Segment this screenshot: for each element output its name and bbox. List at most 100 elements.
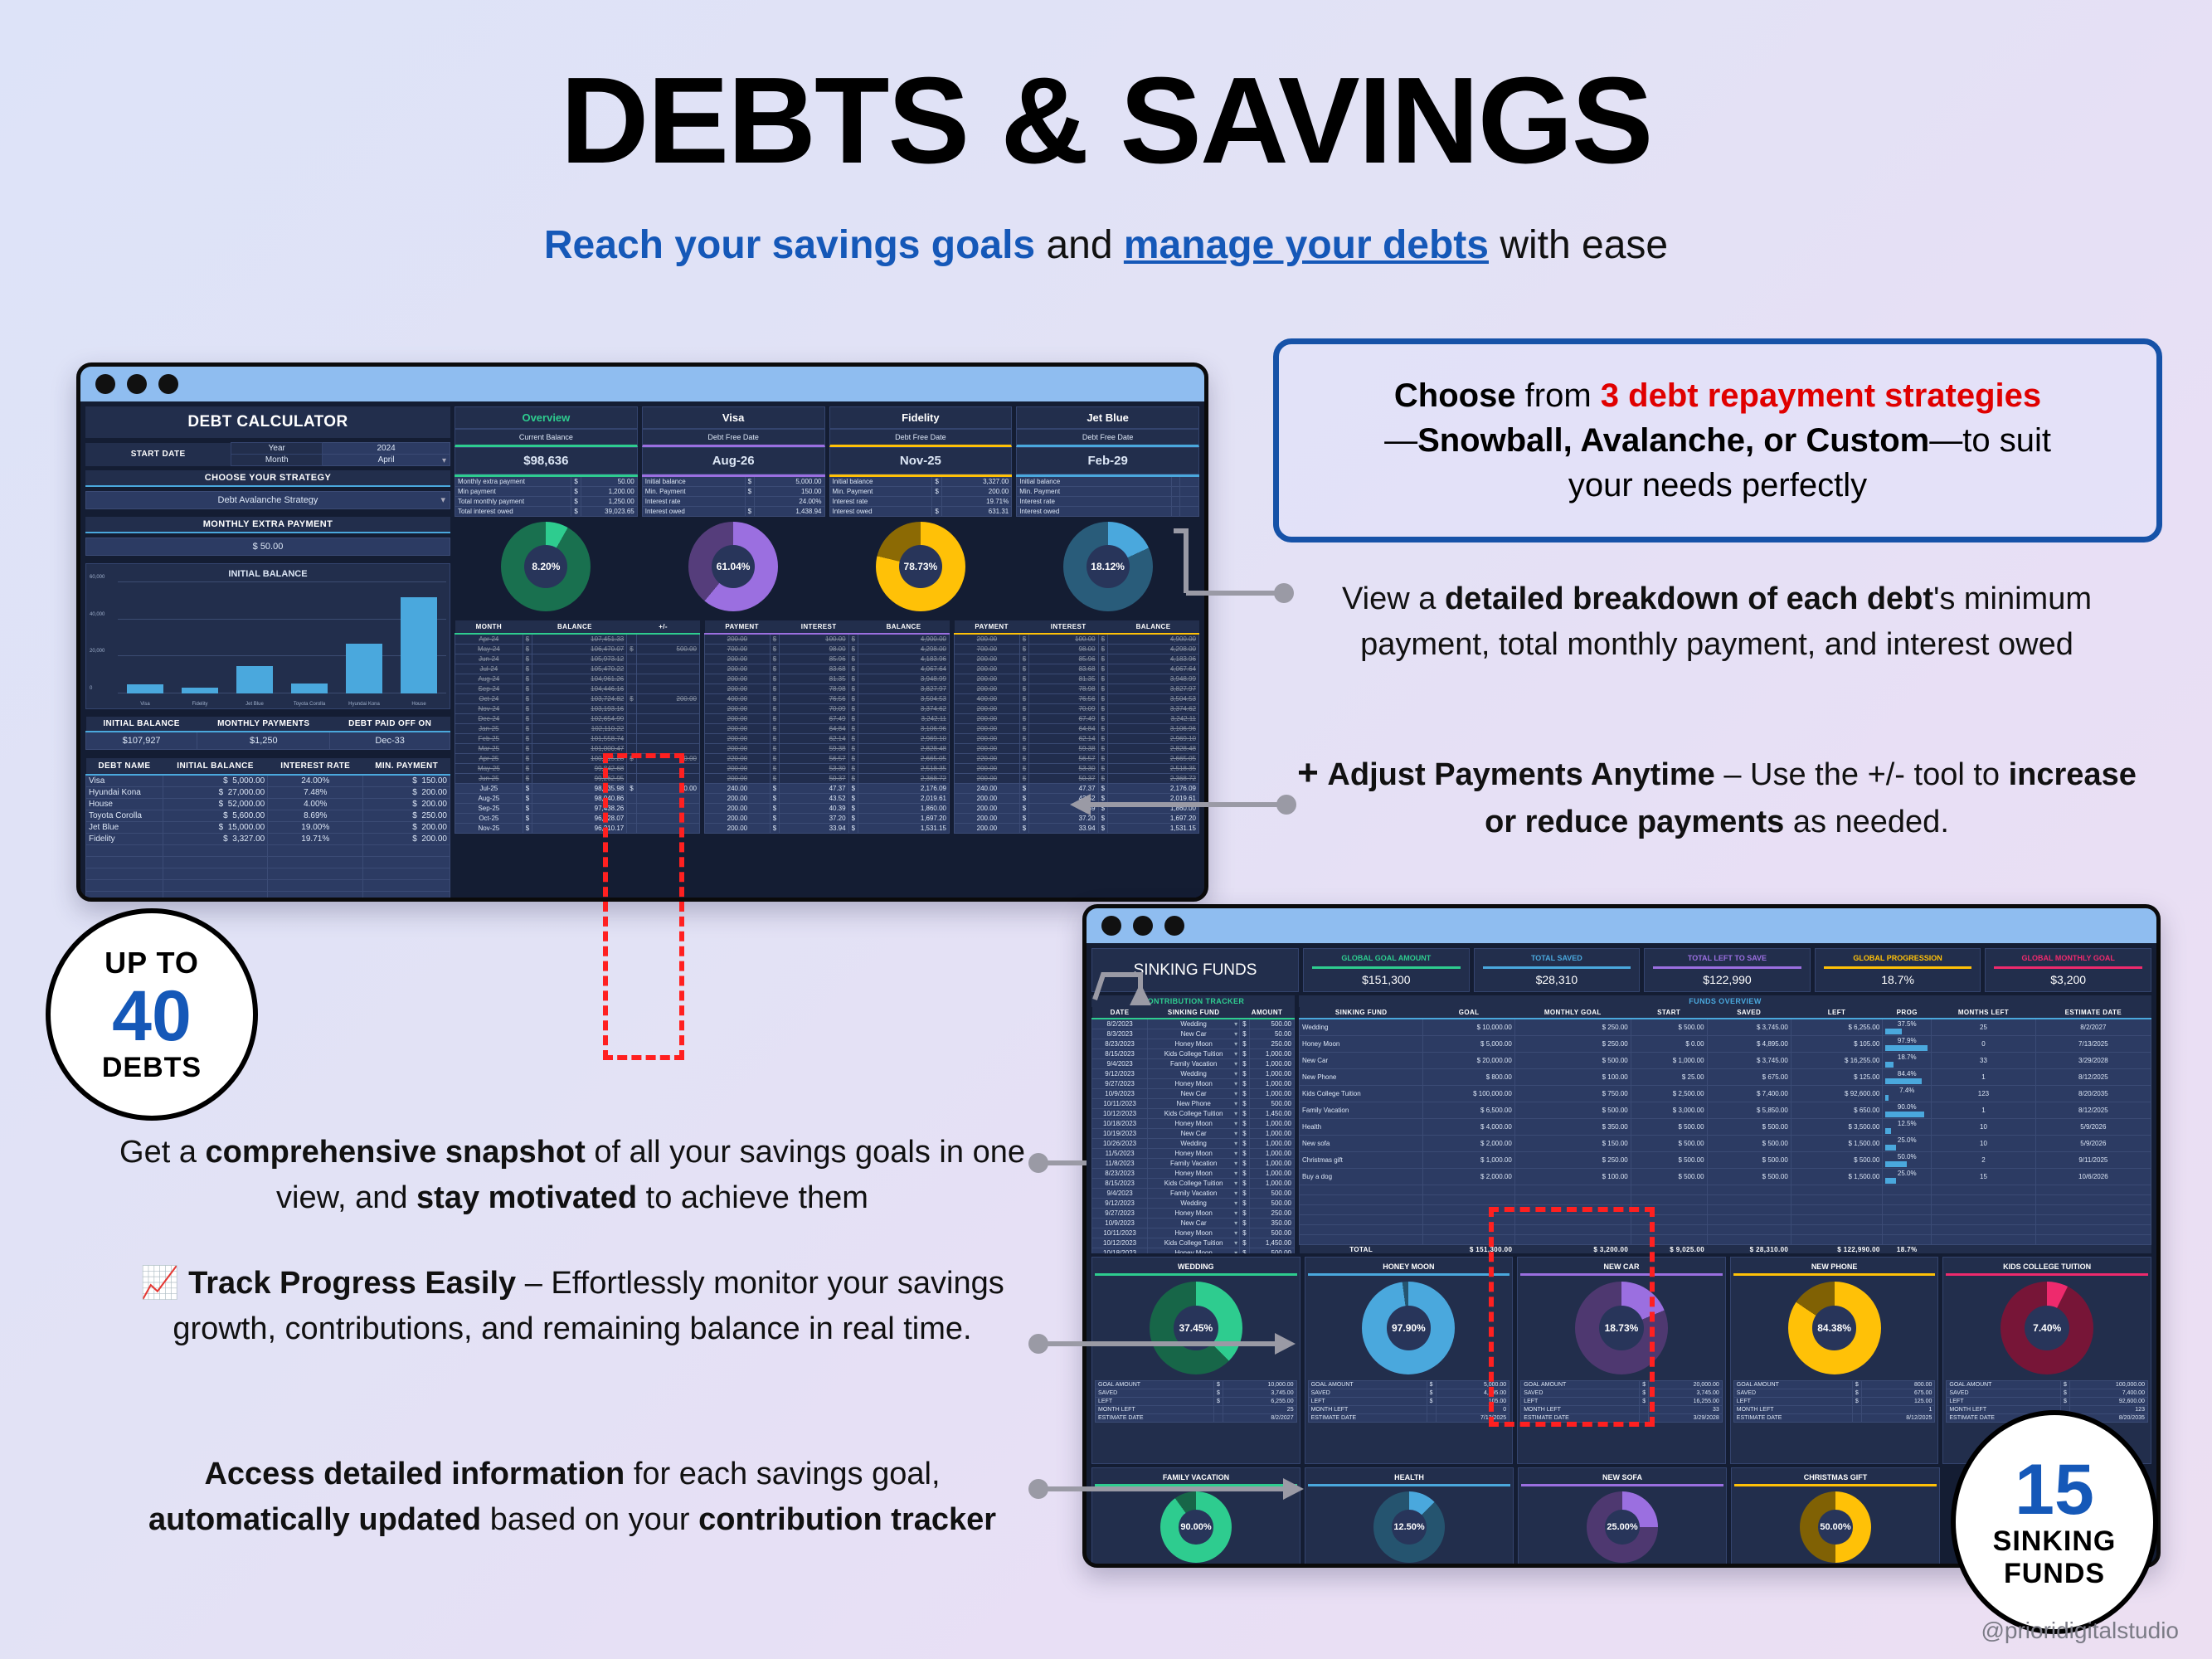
extra-payment-input[interactable]: $ 50.00	[85, 538, 450, 556]
chevron-down-icon[interactable]: ▾	[1234, 1180, 1238, 1187]
table-row[interactable]: Dec-24 $102,654.99	[455, 713, 700, 724]
chevron-down-icon[interactable]: ▾	[1234, 1249, 1238, 1253]
table-row[interactable]: 200.00 $67.49 $3,242.11	[954, 713, 1199, 724]
table-row[interactable]: 200.00 $59.38 $2,828.48	[954, 743, 1199, 754]
table-row[interactable]: New Phone $ 800.00 $ 100.00 $ 25.00 $ 675.00…	[1299, 1068, 2151, 1086]
chevron-down-icon[interactable]: ▾	[1234, 1090, 1238, 1097]
chevron-down-icon[interactable]: ▾	[1234, 1080, 1238, 1087]
tracker-fund[interactable]: New Phone ▾	[1147, 1098, 1241, 1109]
table-row[interactable]: 200.00 $37.20 $1,697.20	[954, 813, 1199, 824]
table-row[interactable]: 200.00 $43.52 $2,019.61	[704, 793, 950, 804]
table-row[interactable]: Christmas gift $ 1,000.00 $ 250.00 $ 500.00…	[1299, 1151, 2151, 1169]
table-row[interactable]: Kids College Tuition $ 100,000.00 $ 750.00…	[1299, 1085, 2151, 1102]
table-row[interactable]: 200.00 $83.68 $4,067.64	[704, 664, 950, 674]
table-row[interactable]: 200.00 $100.00 $4,900.00	[704, 633, 950, 645]
table-row[interactable]: 200.00 $53.30 $2,518.35	[704, 763, 950, 774]
table-row[interactable]: 700.00 $98.00 $4,298.00	[954, 644, 1199, 654]
table-row[interactable]: Oct-24 $103,724.82 $200.00	[455, 693, 700, 704]
fund-card[interactable]: FAMILY VACATION 90.00%	[1091, 1467, 1300, 1564]
table-row[interactable]: Mar-25 $101,000.47	[455, 743, 700, 754]
table-row[interactable]: 200.00 $70.09 $3,374.62	[704, 703, 950, 714]
table-row[interactable]: Buy a dog $ 2,000.00 $ 100.00 $ 500.00 $ 500…	[1299, 1168, 2151, 1185]
table-row[interactable]: 10/9/2023 New Car ▾ $350.00	[1091, 1218, 1296, 1228]
minimize-icon[interactable]	[1133, 916, 1153, 936]
tracker-fund[interactable]: Wedding ▾	[1147, 1068, 1241, 1079]
table-row[interactable]: Hyundai Kona $ 27,000.00 7.48% $ 200.00	[85, 786, 450, 799]
chevron-down-icon[interactable]: ▾	[1234, 1130, 1238, 1137]
table-row[interactable]: 8/3/2023 New Car ▾ $50.00	[1091, 1029, 1296, 1039]
table-row[interactable]: 700.00 $98.00 $4,298.00	[704, 644, 950, 654]
table-row[interactable]: Aug-24 $104,961.26	[455, 674, 700, 684]
table-row[interactable]: 240.00 $47.37 $2,176.09	[704, 783, 950, 794]
table-row[interactable]: 200.00 $50.37 $2,368.72	[704, 773, 950, 784]
chevron-down-icon[interactable]: ▾	[1234, 1050, 1238, 1058]
table-row[interactable]: New Car $ 20,000.00 $ 500.00 $ 1,000.00 $ 3,…	[1299, 1052, 2151, 1069]
table-row[interactable]	[85, 891, 450, 898]
table-row[interactable]: 200.00 $62.14 $2,969.10	[704, 733, 950, 744]
chevron-down-icon[interactable]: ▾	[1234, 1170, 1238, 1177]
table-row[interactable]: 200.00 $81.35 $3,948.99	[954, 674, 1199, 684]
tracker-fund[interactable]: Kids College Tuition ▾	[1147, 1238, 1241, 1248]
table-row[interactable]: Health $ 4,000.00 $ 350.00 $ 500.00 $ 500.00…	[1299, 1118, 2151, 1136]
minimize-icon[interactable]	[127, 374, 147, 394]
table-row[interactable]: Wedding $ 10,000.00 $ 250.00 $ 500.00 $ 3,74…	[1299, 1018, 2151, 1036]
table-row[interactable]	[1299, 1204, 2151, 1215]
table-row[interactable]: 200.00 $81.35 $3,948.99	[704, 674, 950, 684]
table-row[interactable]: 10/26/2023 Wedding ▾ $1,000.00	[1091, 1138, 1296, 1149]
table-row[interactable]: 10/18/2023 Honey Moon ▾ $500.00	[1091, 1248, 1296, 1253]
fund-card[interactable]: HEALTH 12.50%	[1305, 1467, 1514, 1564]
tracker-fund[interactable]: Honey Moon ▾	[1147, 1228, 1241, 1238]
tracker-fund[interactable]: Family Vacation ▾	[1147, 1188, 1241, 1199]
table-row[interactable]: Honey Moon $ 5,000.00 $ 250.00 $ 0.00 $ 4,89…	[1299, 1035, 2151, 1053]
table-row[interactable]: 200.00 $40.39 $1,860.00	[954, 803, 1199, 814]
tracker-fund[interactable]: Kids College Tuition ▾	[1147, 1108, 1241, 1119]
chevron-down-icon[interactable]: ▾	[1234, 1030, 1238, 1038]
table-row[interactable]: 200.00 $67.49 $3,242.11	[704, 713, 950, 724]
table-row[interactable]: House $ 52,000.00 4.00% $ 200.00	[85, 798, 450, 810]
table-row[interactable]: 200.00 $59.38 $2,828.48	[704, 743, 950, 754]
table-row[interactable]: 8/15/2023 Kids College Tuition ▾ $1,000.00	[1091, 1178, 1296, 1189]
tracker-fund[interactable]: Honey Moon ▾	[1147, 1208, 1241, 1219]
chevron-down-icon[interactable]: ▾	[1234, 1209, 1238, 1217]
table-row[interactable]: Jet Blue $ 15,000.00 19.00% $ 200.00	[85, 821, 450, 834]
table-row[interactable]: 11/5/2023 Honey Moon ▾ $1,000.00	[1091, 1148, 1296, 1159]
chevron-down-icon[interactable]: ▾	[1234, 1190, 1238, 1197]
fund-card[interactable]: NEW CAR 18.73% GOAL AMOUNT $20,000.00 SAVED $…	[1517, 1257, 1726, 1464]
table-row[interactable]: 10/9/2023 New Car ▾ $1,000.00	[1091, 1088, 1296, 1099]
fund-card[interactable]: WEDDING 37.45% GOAL AMOUNT $10,000.00 SAVED $…	[1091, 1257, 1300, 1464]
chevron-down-icon[interactable]: ▾	[1234, 1120, 1238, 1127]
chevron-down-icon[interactable]: ▾	[441, 456, 446, 465]
chevron-down-icon[interactable]: ▾	[1234, 1040, 1238, 1048]
strategy-select[interactable]: Debt Avalanche Strategy ▾	[85, 491, 450, 509]
debt-card[interactable]: Fidelity Debt Free Date Nov-25 Initial bala…	[829, 406, 1013, 616]
debt-card[interactable]: Visa Debt Free Date Aug-26 Initial balance $…	[641, 406, 825, 616]
maximize-icon[interactable]	[158, 374, 178, 394]
tracker-fund[interactable]: Wedding ▾	[1147, 1138, 1241, 1149]
table-row[interactable]	[1299, 1194, 2151, 1205]
table-row[interactable]: 200.00 $85.96 $4,183.96	[954, 654, 1199, 664]
table-row[interactable]: Jan-25 $102,110.22	[455, 723, 700, 734]
debt-card[interactable]: Jet Blue Debt Free Date Feb-29 Initial bala…	[1016, 406, 1199, 616]
table-row[interactable]: 8/23/2023 Honey Moon ▾ $250.00	[1091, 1039, 1296, 1049]
table-row[interactable]: 200.00 $78.98 $3,827.97	[704, 684, 950, 694]
tracker-fund[interactable]: New Car ▾	[1147, 1088, 1241, 1099]
table-row[interactable]: 200.00 $43.52 $2,019.61	[954, 793, 1199, 804]
table-row[interactable]: 200.00 $70.09 $3,374.62	[954, 703, 1199, 714]
table-row[interactable]: 11/8/2023 Family Vacation ▾ $1,000.00	[1091, 1158, 1296, 1169]
chevron-down-icon[interactable]: ▾	[1234, 1140, 1238, 1147]
table-row[interactable]: 200.00 $50.37 $2,368.72	[954, 773, 1199, 784]
table-row[interactable]	[85, 868, 450, 880]
table-row[interactable]: 200.00 $33.94 $1,531.15	[704, 823, 950, 834]
table-row[interactable]: 200.00 $37.20 $1,697.20	[704, 813, 950, 824]
table-row[interactable]: 200.00 $64.84 $3,106.96	[954, 723, 1199, 734]
table-row[interactable]: Toyota Corolla $ 5,600.00 8.69% $ 250.00	[85, 810, 450, 822]
tracker-fund[interactable]: Honey Moon ▾	[1147, 1118, 1241, 1129]
table-row[interactable]	[1299, 1234, 2151, 1245]
tracker-fund[interactable]: New Car ▾	[1147, 1218, 1241, 1228]
fund-card[interactable]: HONEY MOON 97.90% GOAL AMOUNT $5,000.00 SAVE…	[1304, 1257, 1514, 1464]
tracker-fund[interactable]: Honey Moon ▾	[1147, 1248, 1241, 1253]
table-row[interactable]: 200.00 $40.39 $1,860.00	[704, 803, 950, 814]
tracker-fund[interactable]: Wedding ▾	[1147, 1198, 1241, 1209]
table-row[interactable]: Sep-24 $104,446.16	[455, 684, 700, 694]
table-row[interactable]: 9/27/2023 Honey Moon ▾ $1,000.00	[1091, 1078, 1296, 1089]
